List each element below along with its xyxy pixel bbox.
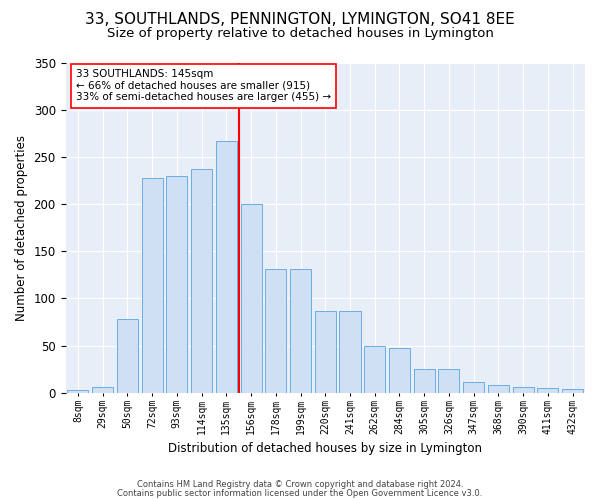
Text: Contains HM Land Registry data © Crown copyright and database right 2024.: Contains HM Land Registry data © Crown c… [137,480,463,489]
Bar [67,390,88,393]
Bar [463,382,484,393]
Bar [117,319,138,393]
Bar [512,387,533,393]
Bar [439,370,460,393]
Bar [413,370,435,393]
Bar [315,310,336,393]
Bar [389,348,410,393]
Bar [142,178,163,393]
Bar [364,346,385,393]
Text: Contains public sector information licensed under the Open Government Licence v3: Contains public sector information licen… [118,489,482,498]
Bar [488,386,509,393]
Y-axis label: Number of detached properties: Number of detached properties [15,134,28,320]
Bar [241,204,262,393]
Bar [340,310,361,393]
Bar [290,269,311,393]
Bar [92,387,113,393]
Bar [216,141,237,393]
Bar [166,176,187,393]
Bar [562,389,583,393]
Text: Size of property relative to detached houses in Lymington: Size of property relative to detached ho… [107,28,493,40]
Bar [538,388,559,393]
Text: 33 SOUTHLANDS: 145sqm
← 66% of detached houses are smaller (915)
33% of semi-det: 33 SOUTHLANDS: 145sqm ← 66% of detached … [76,69,331,102]
Text: 33, SOUTHLANDS, PENNINGTON, LYMINGTON, SO41 8EE: 33, SOUTHLANDS, PENNINGTON, LYMINGTON, S… [85,12,515,28]
X-axis label: Distribution of detached houses by size in Lymington: Distribution of detached houses by size … [168,442,482,455]
Bar [191,169,212,393]
Bar [265,269,286,393]
